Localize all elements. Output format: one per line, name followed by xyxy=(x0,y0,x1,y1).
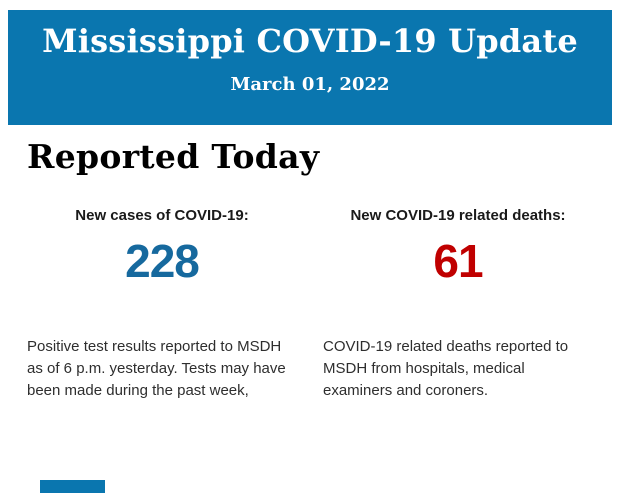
new-cases-value: 228 xyxy=(125,234,200,287)
new-deaths-description: COVID-19 related deaths reported to MSDH… xyxy=(323,338,569,399)
section-title: Reported Today xyxy=(27,137,320,176)
new-deaths-value: 61 xyxy=(433,234,483,287)
header-banner: Mississippi COVID-19 Update March 01, 20… xyxy=(8,10,612,125)
main-content: Reported Today New cases of COVID-19: 22… xyxy=(0,137,620,402)
stats-row: New cases of COVID-19: 228 Positive test… xyxy=(27,207,593,402)
newsletter-date: March 01, 2022 xyxy=(230,73,390,95)
new-cases-description: Positive test results reported to MSDH a… xyxy=(27,338,286,399)
newsletter-title: Mississippi COVID-19 Update xyxy=(42,22,578,60)
new-deaths-label: New COVID-19 related deaths: xyxy=(350,206,566,224)
stat-new-deaths: New COVID-19 related deaths: 61 COVID-19… xyxy=(323,207,593,402)
next-section-banner-partial xyxy=(40,480,105,493)
new-cases-label: New cases of COVID-19: xyxy=(75,206,249,224)
newsletter-page: Mississippi COVID-19 Update March 01, 20… xyxy=(0,10,620,493)
stat-new-cases: New cases of COVID-19: 228 Positive test… xyxy=(27,207,297,402)
